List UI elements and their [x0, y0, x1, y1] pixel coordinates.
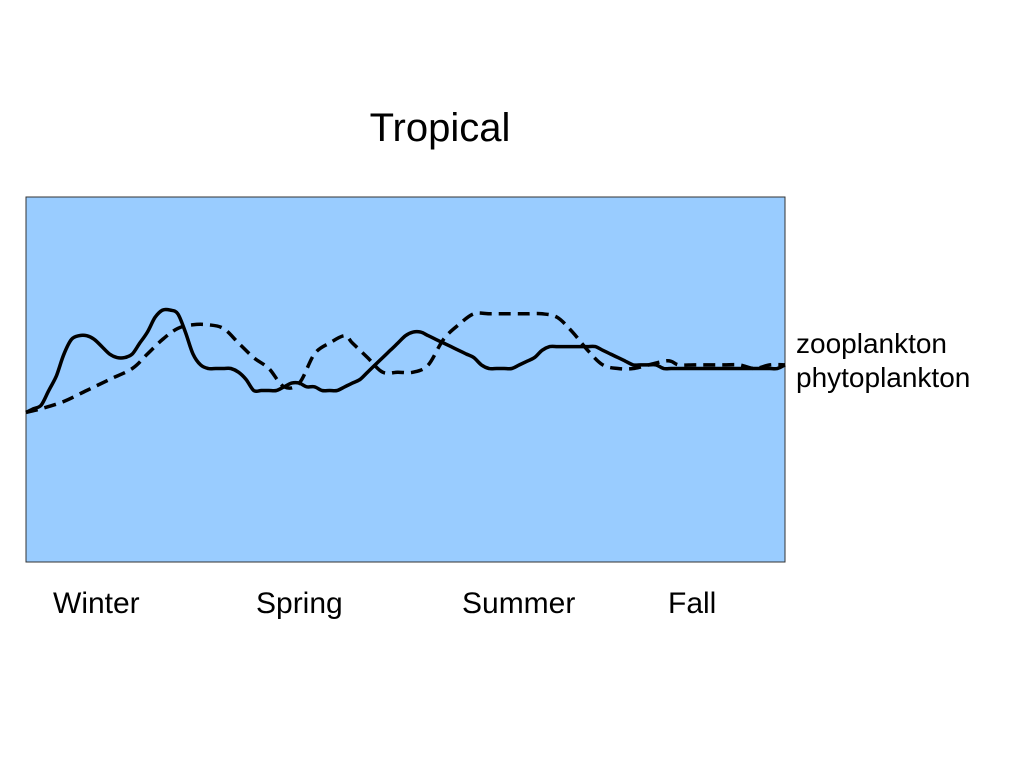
legend-label-zooplankton: zooplankton	[796, 328, 948, 359]
season-label-summer: Summer	[462, 587, 576, 620]
plot-area	[25, 196, 786, 563]
series-line-phytoplankton	[25, 307, 786, 414]
season-label-spring: Spring	[256, 587, 343, 620]
legend-label-phytoplankton: phytoplankton	[796, 362, 971, 393]
season-label-fall: Fall	[668, 587, 717, 620]
season-label-winter: Winter	[53, 587, 140, 620]
chart-title: Tropical	[369, 106, 511, 150]
